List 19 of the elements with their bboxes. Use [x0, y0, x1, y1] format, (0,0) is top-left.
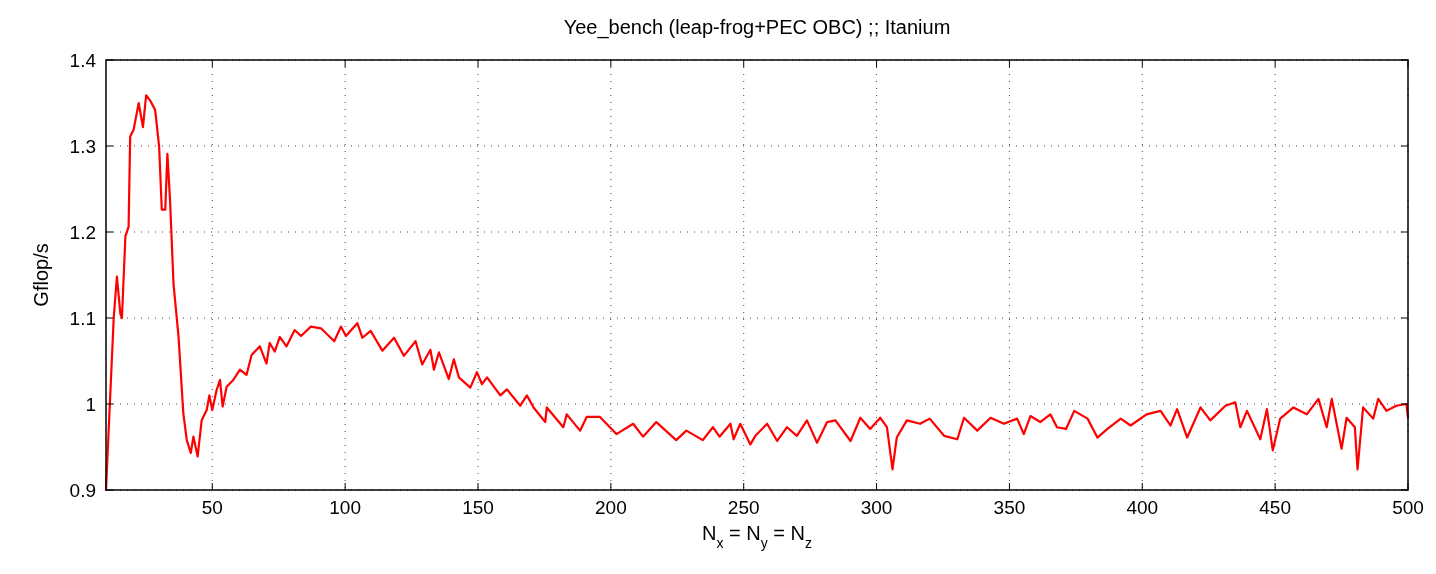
y-tick-label: 1.2	[69, 222, 96, 243]
x-tick-label: 350	[993, 497, 1026, 518]
y-tick-label: 1	[85, 394, 96, 415]
y-tick-label: 1.4	[69, 50, 97, 71]
x-tick-label: 450	[1259, 497, 1291, 518]
y-axis-title: Gflop/s	[30, 243, 52, 307]
x-tick-label: 150	[462, 497, 494, 518]
x-tick-label: 300	[860, 497, 893, 518]
y-tick-label: 0.9	[69, 480, 96, 501]
x-axis-title: N$_{x}$ = N$_{y}$ = N$_{z}$	[702, 522, 812, 551]
x-tick-label: 100	[329, 497, 361, 518]
y-tick-label: 1.3	[69, 136, 96, 157]
y-tick-label: 1.1	[69, 308, 96, 329]
x-tick-label: 250	[727, 497, 760, 518]
x-tick-label: 400	[1126, 497, 1159, 518]
x-tick-label: 50	[201, 497, 223, 518]
x-tick-label: 500	[1392, 497, 1424, 518]
x-tick-label: 200	[595, 497, 627, 518]
chart-title: Yee_bench (leap-frog+PEC OBC) ;; Itanium	[563, 16, 951, 39]
